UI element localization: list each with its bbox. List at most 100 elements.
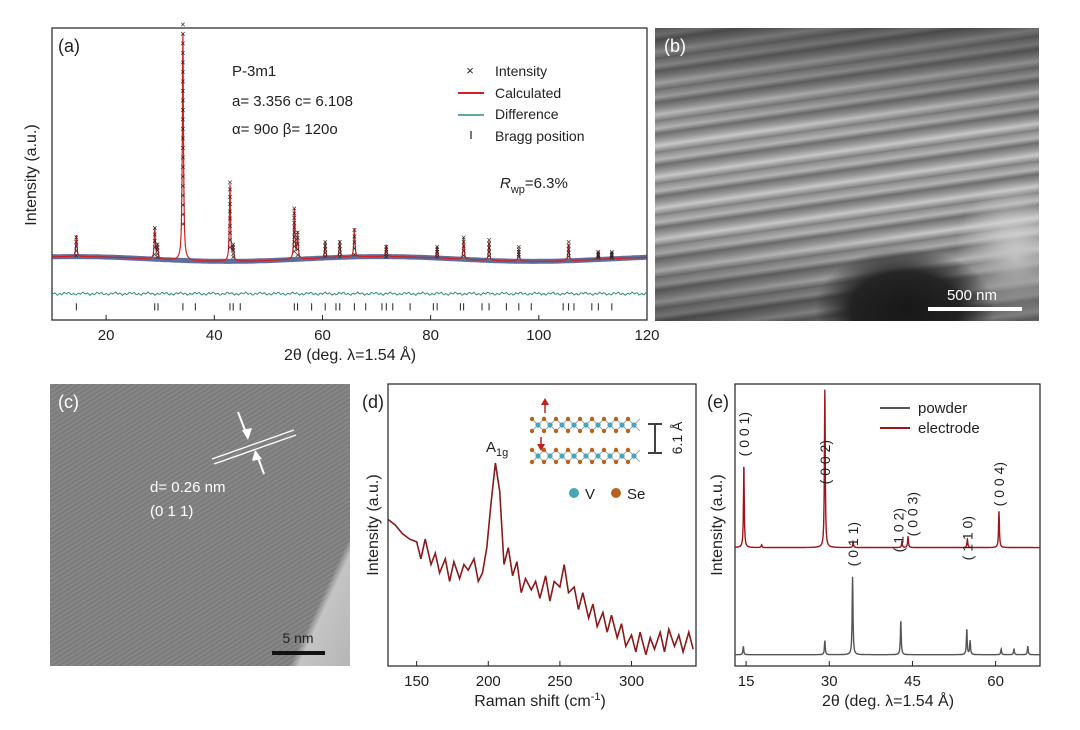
x-tick-label: 40 [206,327,223,344]
se-atom [625,428,631,434]
plot-a-xaxis: 20 40 60 80 100 120 [98,315,660,344]
x-tick-label: 30 [821,673,838,690]
raman-peak-sub: 1g [496,447,508,459]
v-atom [559,453,565,459]
plot-a-ylabel: Intensity (a.u.) [23,124,40,225]
v-atom [607,453,613,459]
peak-label: ( 0 0 3) [905,492,921,536]
intensity-point: × [292,227,297,237]
intensity-point: × [434,245,439,255]
plot-a-xlabel: 2θ (deg. λ=1.54 Å) [284,345,416,364]
intensity-point: × [155,243,160,253]
intensity-point: × [155,252,160,262]
intensity-point: × [292,204,297,214]
se-atom [577,459,583,465]
intensity-point: × [516,252,521,262]
intensity-point: × [337,248,342,258]
plot-a-annotation-spacegroup: P-3m1 [232,63,276,80]
v-atom [619,422,625,428]
intensity-point: × [180,95,185,105]
intensity-point: × [180,200,185,210]
intensity-point: × [486,247,491,257]
se-atom [625,416,631,422]
legend-electrode: electrode [918,420,980,437]
raman-spectrum [387,462,694,655]
intensity-point: × [323,237,328,247]
intensity-point: × [231,249,236,259]
plot-a-annotation-angles: α= 90o β= 120o [232,121,338,138]
xrd-electrode [735,389,1040,549]
lattice-arrowhead-bottom [252,450,262,461]
intensity-point: × [155,249,160,259]
intensity-point: × [516,242,521,252]
x-tick-label: 120 [634,327,659,344]
d-spacing-label: d= 0.26 nm [150,479,225,496]
intensity-point: × [180,86,185,96]
se-atom [553,447,559,453]
xrd-powder [735,576,1040,656]
intensity-point: × [227,243,232,253]
intensity-point: × [231,240,236,250]
intensity-point: × [609,248,614,258]
panel-e-label: (e) [707,392,729,412]
intensity-point: × [231,243,236,253]
intensity-point: × [461,246,466,256]
intensity-point: × [384,250,389,260]
se-atom [553,428,559,434]
intensity-point: × [227,214,232,224]
se-atom [589,459,595,465]
plot-e-frame [734,383,1041,667]
panel-e: (e) 15 30 45 60 2θ (deg. λ=1.54 Å) Intensit… [707,383,1041,710]
se-atom [601,459,607,465]
intensity-point: × [292,223,297,233]
plot-e-data [735,389,1040,656]
vibration-arrowhead [541,398,549,405]
intensity-point: × [180,124,185,134]
se-atom [565,447,571,453]
v-atom [547,422,553,428]
se-atom [553,459,559,465]
intensity-point: × [323,241,328,251]
legend-difference: Difference [495,106,559,122]
se-atom [601,447,607,453]
x-tick-label: 250 [547,673,572,690]
intensity-point: × [596,250,601,260]
plot-a-annotation-lattice: a= 3.356 c= 6.108 [232,93,353,110]
v-atom [631,453,637,459]
se-atom [541,459,547,465]
intensity-point: × [180,76,185,86]
x-tick-label: 60 [987,673,1004,690]
v-atom [547,453,553,459]
x-tick-label: 15 [738,673,755,690]
rwp-sub: wp [510,184,525,196]
panel-a: (a) 20 40 60 80 100 120 2θ (deg. λ=1.54 Å) In… [23,19,660,364]
legend-se-atom [611,488,621,498]
x-tick-label: 200 [476,673,501,690]
intensity-point: × [227,235,232,245]
se-atom [529,447,535,453]
intensity-point: × [352,225,357,235]
intensity-point: × [227,221,232,231]
intensity-point: × [295,233,300,243]
intensity-point: × [292,246,297,256]
intensity-point: × [295,244,300,254]
plane-label: (0 1 1) [150,503,193,520]
intensity-point: × [516,245,521,255]
intensity-point: × [596,253,601,263]
intensity-point: × [227,185,232,195]
intensity-point: × [292,218,297,228]
intensity-point: × [461,242,466,252]
panel-c-label: (c) [58,392,79,412]
peak-label: ( 0 0 4) [991,462,1007,506]
rwp-symbol: R [500,175,511,192]
intensity-point: × [486,239,491,249]
x-tick-label: 100 [526,327,551,344]
intensity-point: × [180,67,185,77]
x-tick-label: 150 [404,673,429,690]
intensity-point: × [180,133,185,143]
intensity-point: × [227,177,232,187]
intensity-point: × [337,241,342,251]
plot-e-xlabel: 2θ (deg. λ=1.54 Å) [822,691,954,710]
intensity-point: × [74,246,79,256]
